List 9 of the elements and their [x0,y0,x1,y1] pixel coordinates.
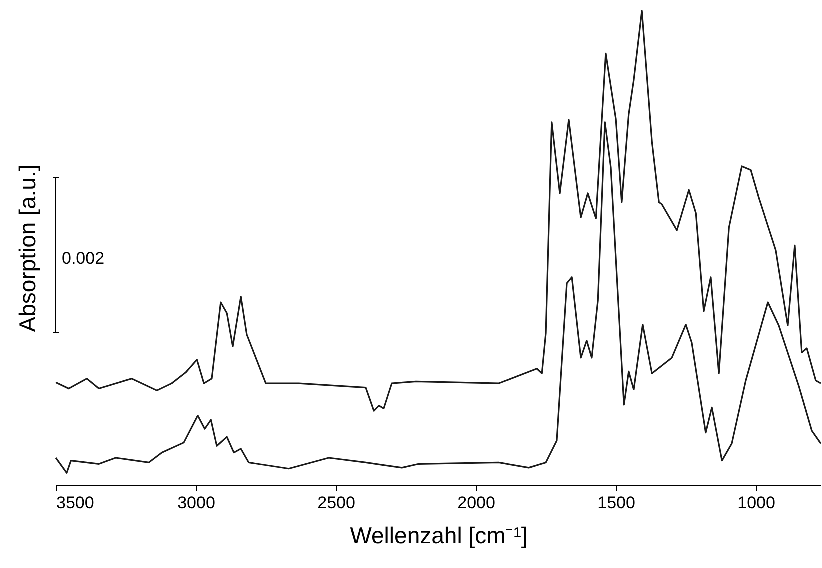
y-axis-title: Absorption [a.u.] [14,164,40,332]
x-axis-title: Wellenzahl [cm⁻¹] [350,522,528,548]
x-tick-label: 2500 [318,494,356,512]
x-tick-label: 3000 [178,494,216,512]
x-tick-label: 2000 [458,494,496,512]
x-tick-label: 1000 [738,494,776,512]
x-tick-label: 1500 [598,494,636,512]
x-tick-label: 3500 [56,494,94,512]
annotation: 0.002 [62,249,105,268]
